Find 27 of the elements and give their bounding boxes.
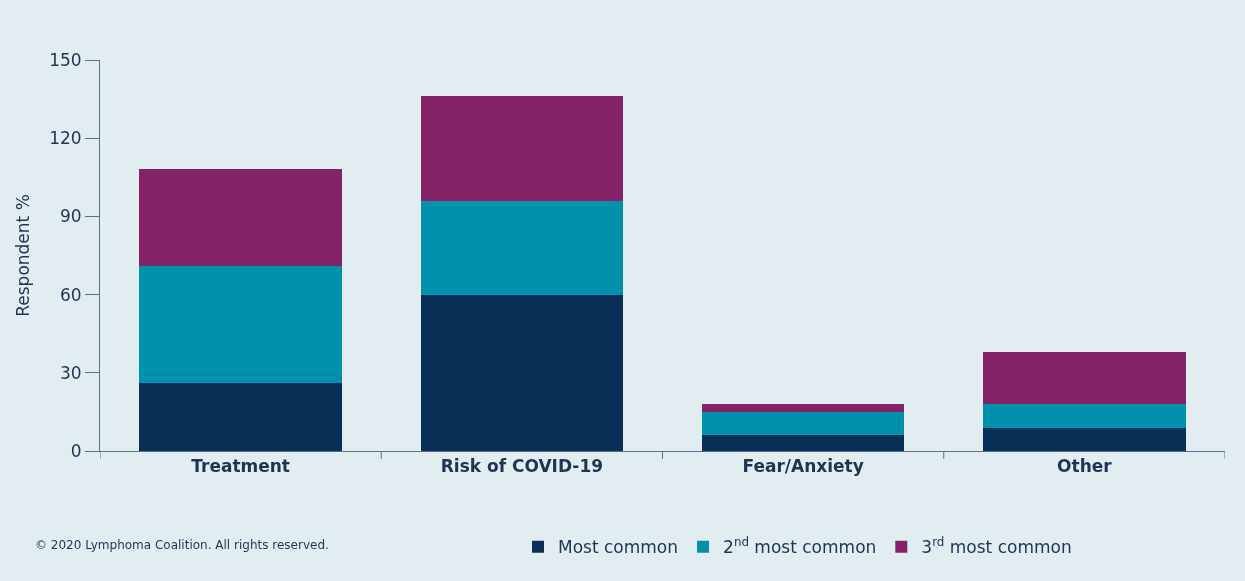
y-tick-label: 0 bbox=[70, 440, 82, 461]
bar bbox=[983, 427, 1186, 451]
bar bbox=[420, 200, 624, 295]
x-tick-label: Other bbox=[1057, 456, 1113, 477]
legend-label: Most common bbox=[558, 537, 679, 558]
y-tick-label: 60 bbox=[59, 284, 82, 305]
bar bbox=[420, 294, 624, 451]
y-tick-label: 120 bbox=[49, 128, 82, 149]
bar bbox=[139, 169, 342, 266]
y-tick-label: 150 bbox=[49, 49, 82, 70]
bar bbox=[139, 265, 342, 384]
bar bbox=[420, 96, 624, 201]
bar bbox=[701, 435, 905, 451]
bar bbox=[983, 351, 1186, 405]
bar bbox=[139, 383, 342, 451]
bar bbox=[701, 404, 905, 412]
x-tick-label: Risk of COVID-19 bbox=[440, 456, 604, 477]
x-tick-label: Treatment bbox=[191, 456, 290, 477]
text: © 2020 Lymphoma Coalition. All rights reserved. bbox=[35, 538, 329, 552]
bar bbox=[983, 404, 1186, 428]
legend-label: 3$^{rd}$ most common bbox=[921, 535, 1072, 558]
y-axis-title: Respondent % bbox=[12, 194, 33, 317]
legend-label: 2$^{nd}$ most common bbox=[723, 535, 877, 558]
y-tick-label: 30 bbox=[59, 362, 82, 383]
x-tick-label: Fear/Anxiety bbox=[742, 456, 864, 477]
bar bbox=[701, 411, 905, 436]
y-tick-label: 90 bbox=[59, 206, 82, 227]
